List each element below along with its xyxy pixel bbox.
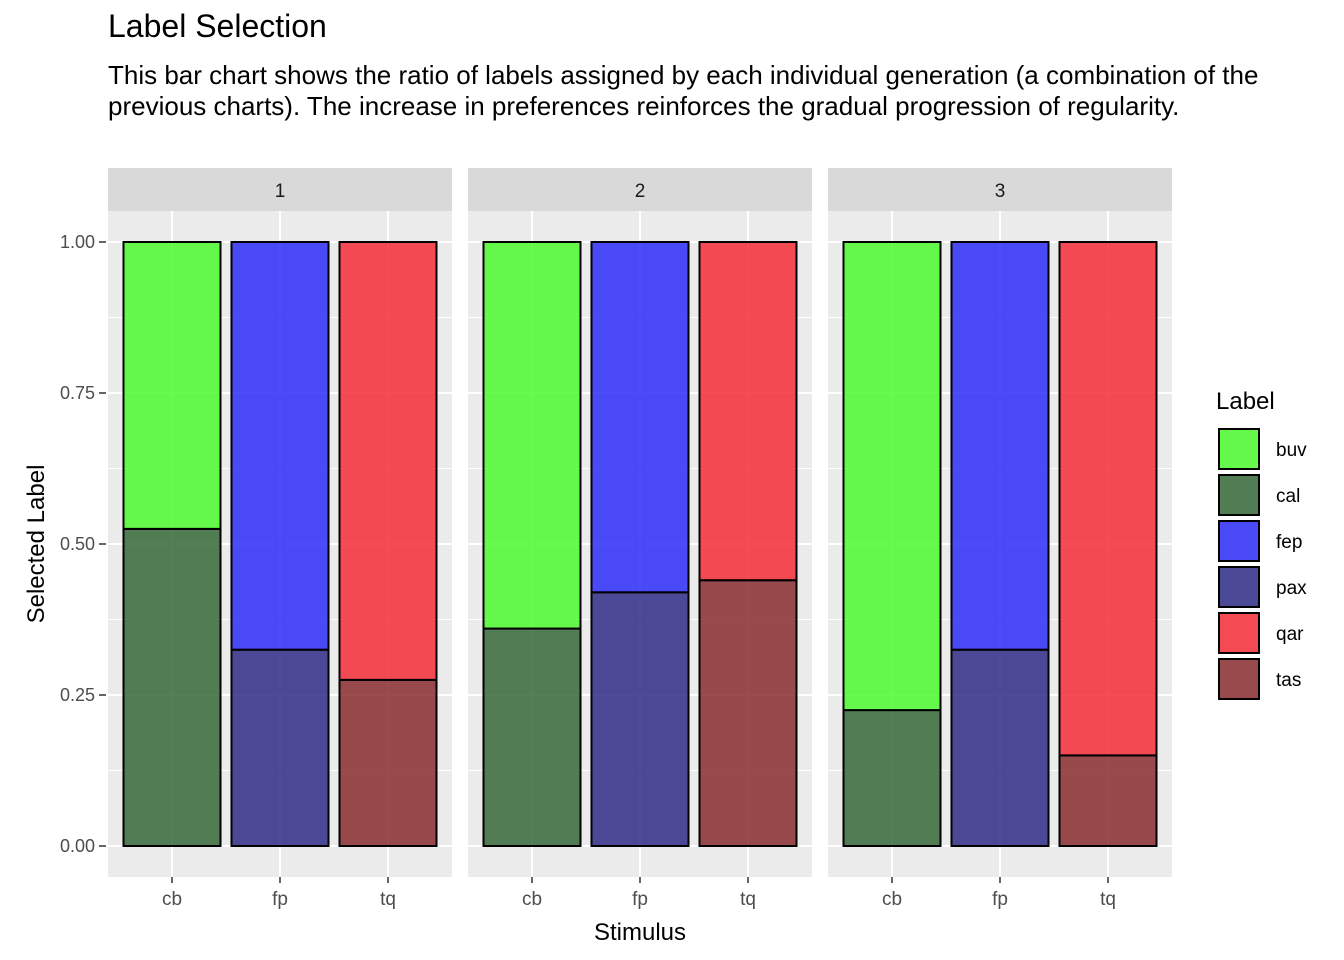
- legend-key-tas: [1218, 658, 1260, 700]
- facet-strip: [108, 168, 452, 211]
- y-tick-label: 1.00: [60, 232, 95, 252]
- chart-title: Label Selection: [108, 8, 327, 44]
- bar-segment-fep: [590, 241, 690, 594]
- bar-segment-fep: [950, 241, 1050, 651]
- x-tick-label: fp: [272, 889, 288, 910]
- x-tick-label: cb: [522, 889, 542, 910]
- bar-segment-qar: [1058, 241, 1158, 757]
- facet-label: 1: [275, 181, 286, 202]
- bar-segment-cal: [482, 627, 582, 847]
- facet-label: 2: [635, 181, 646, 202]
- x-tick-label: tq: [1100, 889, 1116, 910]
- facet-strip: [828, 168, 1172, 211]
- bar-segment-qar: [338, 241, 438, 681]
- legend-key-buv: [1218, 428, 1260, 470]
- y-tick-label: 0.00: [60, 836, 95, 856]
- legend-label-buv: buv: [1276, 440, 1307, 461]
- x-tick-label: tq: [740, 889, 756, 910]
- legend-key-cal: [1218, 474, 1260, 516]
- legend-key-fep: [1218, 520, 1260, 562]
- legend-label-fep: fep: [1276, 532, 1302, 553]
- x-tick-label: tq: [380, 889, 396, 910]
- bar-segment-buv: [842, 241, 942, 712]
- legend-label-pax: pax: [1276, 578, 1307, 599]
- legend-key-pax: [1218, 566, 1260, 608]
- legend-title: Label: [1216, 388, 1275, 415]
- bar-segment-tas: [698, 579, 798, 847]
- bar-segment-qar: [698, 241, 798, 582]
- chart-subtitle: This bar chart shows the ratio of labels…: [108, 60, 1259, 121]
- y-tick-label: 0.50: [60, 534, 95, 554]
- legend-label-cal: cal: [1276, 486, 1300, 507]
- y-tick-label: 0.25: [60, 685, 95, 705]
- bar-segment-pax: [230, 648, 330, 848]
- bar-segment-tas: [1058, 754, 1158, 848]
- bar-segment-cal: [122, 527, 222, 848]
- x-tick-label: cb: [882, 889, 902, 910]
- facet-strip: [468, 168, 812, 211]
- bar-segment-buv: [482, 241, 582, 630]
- x-tick-label: cb: [162, 889, 182, 910]
- bar-segment-pax: [950, 648, 1050, 848]
- legend-label-qar: qar: [1276, 624, 1304, 645]
- bar-segment-buv: [122, 241, 222, 530]
- bar-segment-cal: [842, 709, 942, 847]
- x-tick-label: fp: [632, 889, 648, 910]
- bar-segment-pax: [590, 591, 690, 847]
- x-axis-title: Stimulus: [594, 919, 686, 946]
- y-axis-title: Selected Label: [23, 465, 50, 624]
- legend-key-qar: [1218, 612, 1260, 654]
- bar-segment-fep: [230, 241, 330, 651]
- y-tick-label: 0.75: [60, 383, 95, 403]
- facet-label: 3: [995, 181, 1006, 202]
- bar-segment-tas: [338, 678, 438, 848]
- legend-label-tas: tas: [1276, 670, 1301, 691]
- x-tick-label: fp: [992, 889, 1008, 910]
